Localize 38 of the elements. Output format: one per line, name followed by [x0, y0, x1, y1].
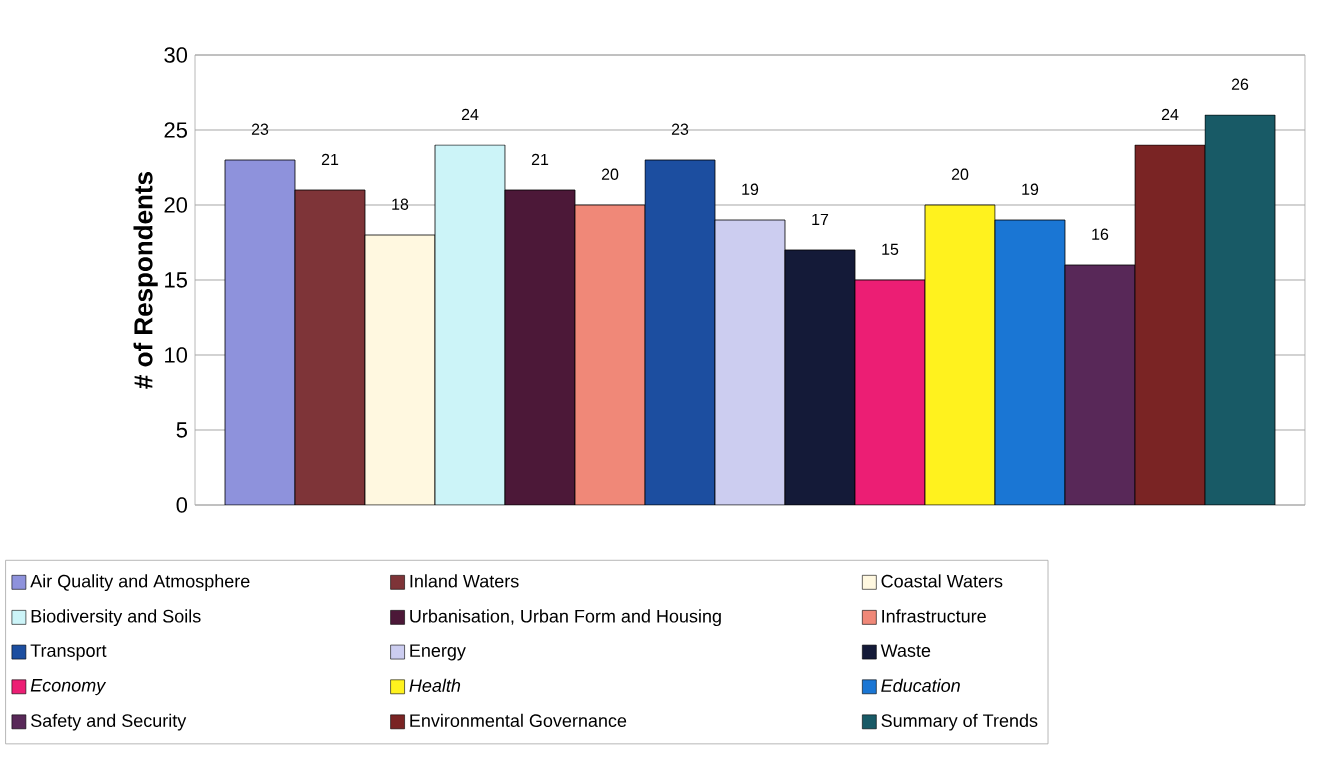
y-tick-label: 20 [164, 197, 188, 213]
data-label: 17 [812, 213, 829, 225]
legend-label: Energy [410, 644, 466, 661]
legend-label: Safety and Security [31, 713, 187, 731]
data-label: 16 [1092, 228, 1109, 240]
data-label: 20 [601, 168, 619, 180]
legend-label: Environmental Governance [410, 713, 627, 728]
legend-label: Coastal Waters [881, 574, 1003, 588]
data-label: 23 [251, 123, 269, 135]
data-label: 19 [742, 183, 759, 195]
y-tick-label: 30 [164, 47, 188, 63]
legend-label: Education [881, 678, 960, 692]
legend-label: Inland Waters [410, 574, 519, 588]
legend-label: Economy [30, 679, 107, 696]
data-label: 24 [461, 108, 479, 120]
data-label: 23 [671, 123, 689, 135]
y-tick-label: 25 [164, 122, 187, 138]
y-tick-label: 0 [176, 497, 188, 513]
y-tick-label: 10 [165, 347, 188, 363]
legend-label: Infrastructure [882, 609, 986, 623]
legend-label: Biodiversity and Soils [31, 609, 201, 627]
data-label: 24 [1161, 108, 1179, 120]
data-label: 20 [951, 168, 969, 180]
legend-label: Air Quality and Atmosphere [30, 574, 250, 592]
y-tick-label: 5 [176, 422, 187, 438]
data-label: 21 [531, 153, 549, 165]
data-label: 18 [392, 198, 409, 210]
data-label: 15 [882, 243, 899, 255]
data-label: 26 [1231, 78, 1249, 90]
legend-label: Health [409, 678, 461, 692]
legend-label: Summary of Trends [881, 713, 1038, 731]
y-tick-label: 15 [165, 272, 187, 288]
data-label: 19 [1022, 183, 1039, 195]
data-label: 21 [321, 153, 339, 165]
legend-label: Waste [880, 644, 931, 657]
y-axis-title: # of Respondents [133, 172, 158, 389]
legend-label: Urbanisation, Urban Form and Housing [410, 609, 721, 627]
legend-label: Transport [30, 644, 107, 661]
